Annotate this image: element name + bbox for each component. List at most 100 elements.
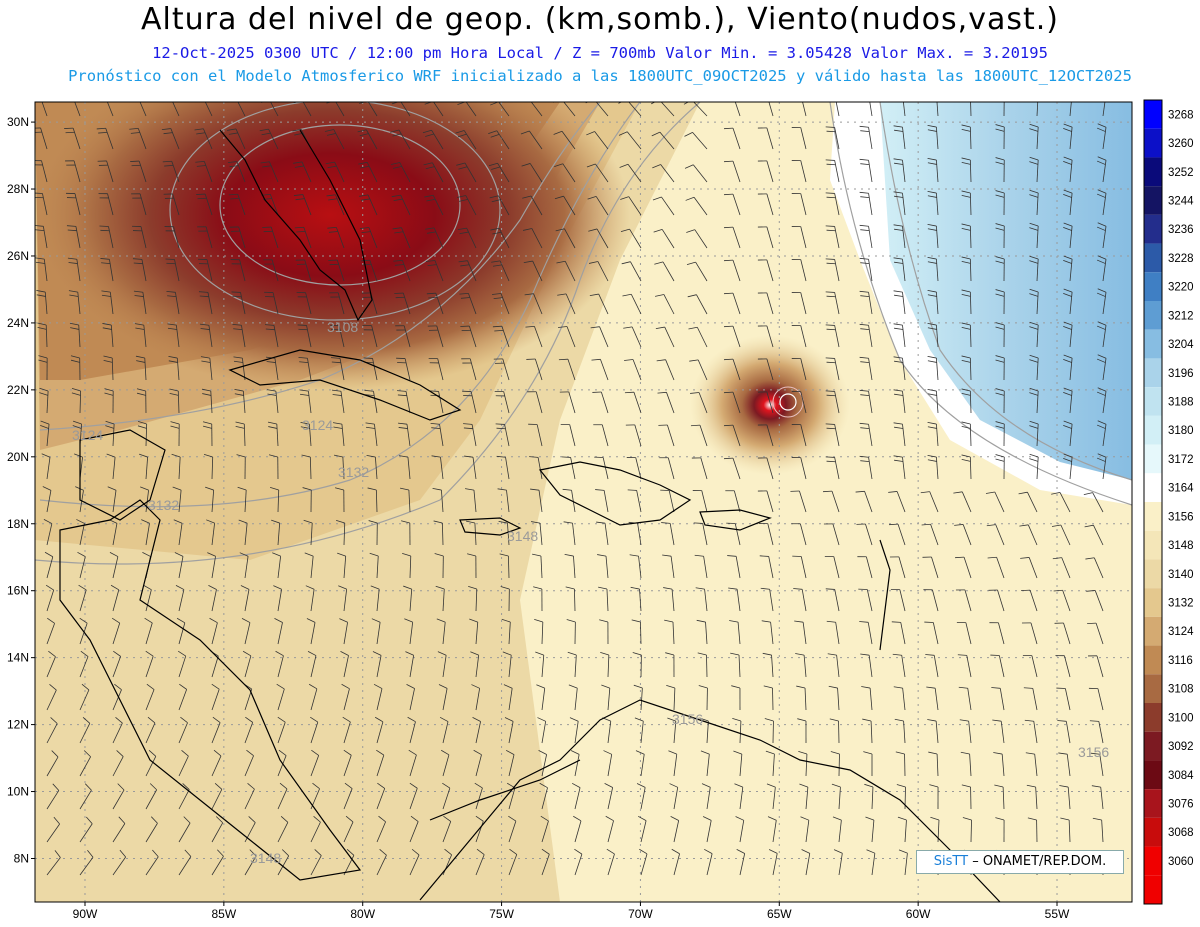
wind-barb <box>586 163 609 183</box>
wind-barb <box>202 421 213 447</box>
wind-barb <box>757 325 774 348</box>
wind-barb <box>1088 687 1104 711</box>
wind-barb <box>723 193 741 216</box>
lat-tick-label: 20N <box>7 450 29 464</box>
lat-tick-label: 8N <box>14 851 29 865</box>
wind-barb <box>661 522 675 546</box>
wind-barb <box>523 260 543 282</box>
lon-tick-label: 90W <box>73 907 98 921</box>
wind-barb <box>791 424 807 447</box>
wind-barb <box>723 259 741 282</box>
cyclone-eye-contour <box>779 393 797 411</box>
wind-barb <box>178 683 188 711</box>
wind-barb <box>791 127 807 150</box>
wind-barb <box>757 358 774 381</box>
wind-barb <box>264 324 279 348</box>
wind-barb <box>162 160 180 183</box>
wind-barb <box>428 358 444 381</box>
wind-barb <box>46 617 55 645</box>
wind-barb <box>460 325 477 348</box>
wind-barb <box>826 620 840 645</box>
wind-barb <box>406 684 415 711</box>
wind-barb <box>723 457 741 480</box>
map-title: Altura del nivel de geop. (km,somb.), Vi… <box>141 2 1059 37</box>
wind-barb <box>995 388 1005 414</box>
wind-barb <box>198 258 213 282</box>
colorbar-swatch <box>1144 789 1162 818</box>
wind-barb <box>1029 321 1039 348</box>
colorbar-swatch <box>1144 731 1162 761</box>
wind-barb <box>1018 491 1038 513</box>
wind-barb <box>757 127 774 150</box>
wind-barb <box>1029 156 1039 183</box>
wind-barb <box>300 421 312 447</box>
wind-barb <box>109 551 119 579</box>
wind-barb <box>791 358 807 381</box>
wind-barb <box>593 424 609 447</box>
colorbar-label: 3236 <box>1168 224 1194 236</box>
wind-barb <box>174 552 184 579</box>
wind-barb <box>211 849 224 876</box>
high-pressure-ridge <box>35 102 630 390</box>
wind-barb <box>603 750 613 777</box>
wind-barb <box>172 102 180 117</box>
wind-barb <box>373 683 383 711</box>
wind-barb <box>492 325 510 348</box>
wind-barb <box>237 486 247 513</box>
wind-barb <box>393 259 411 282</box>
wind-barb <box>66 225 81 249</box>
wind-barb <box>825 324 840 348</box>
wind-barb <box>1096 453 1107 480</box>
wind-barb <box>508 848 518 876</box>
wind-barb <box>554 163 576 183</box>
wind-barb <box>757 259 774 282</box>
wind-barb <box>112 783 125 810</box>
wind-barb <box>495 423 510 447</box>
wind-barb <box>343 849 355 876</box>
wind-barb <box>431 455 444 480</box>
wind-barb <box>295 259 312 282</box>
wind-barb <box>425 260 444 282</box>
wind-barb <box>927 256 939 282</box>
colorbar-swatch <box>1144 875 1162 904</box>
wind-barb <box>175 584 185 612</box>
wind-barb <box>209 617 218 645</box>
contour-label-3156: 3156 <box>1078 744 1109 760</box>
contour-labels: 3108 3124 3124 3132 3132 3148 3148 3156 … <box>72 319 1109 866</box>
wind-barb <box>953 491 972 513</box>
wind-barb <box>301 454 312 480</box>
wind-barb <box>409 782 418 810</box>
colorbar-swatch <box>1144 415 1162 445</box>
wind-barb <box>960 751 972 777</box>
wind-barb <box>723 226 741 249</box>
wind-barb <box>1036 102 1039 117</box>
wind-barb <box>825 126 840 150</box>
wind-barb <box>46 717 58 744</box>
wind-barb <box>835 102 840 117</box>
wind-barb <box>1053 589 1071 612</box>
wind-barb <box>71 388 82 414</box>
wind-barb <box>293 161 312 183</box>
wind-barb <box>367 487 378 513</box>
wind-barb <box>1096 288 1107 315</box>
wind-barb <box>825 390 840 414</box>
colorbar-label: 3156 <box>1168 511 1194 523</box>
wind-barb <box>601 684 611 711</box>
wind-barb <box>991 687 1005 711</box>
wind-barb <box>79 750 91 777</box>
wind-barb <box>961 256 972 282</box>
colorbar-label: 3220 <box>1168 282 1194 294</box>
wind-barb <box>632 652 642 678</box>
wind-barb <box>37 322 48 348</box>
wind-barb <box>474 782 483 810</box>
wind-barb <box>467 553 477 579</box>
wind-barb <box>242 650 252 678</box>
wind-barb <box>100 258 114 282</box>
wind-barb <box>423 162 444 183</box>
wind-barb <box>559 391 576 414</box>
wind-barb <box>260 161 279 183</box>
wind-barb <box>791 160 807 183</box>
wind-barb <box>866 849 876 876</box>
wind-barb <box>139 102 147 117</box>
wind-barb <box>590 326 609 348</box>
